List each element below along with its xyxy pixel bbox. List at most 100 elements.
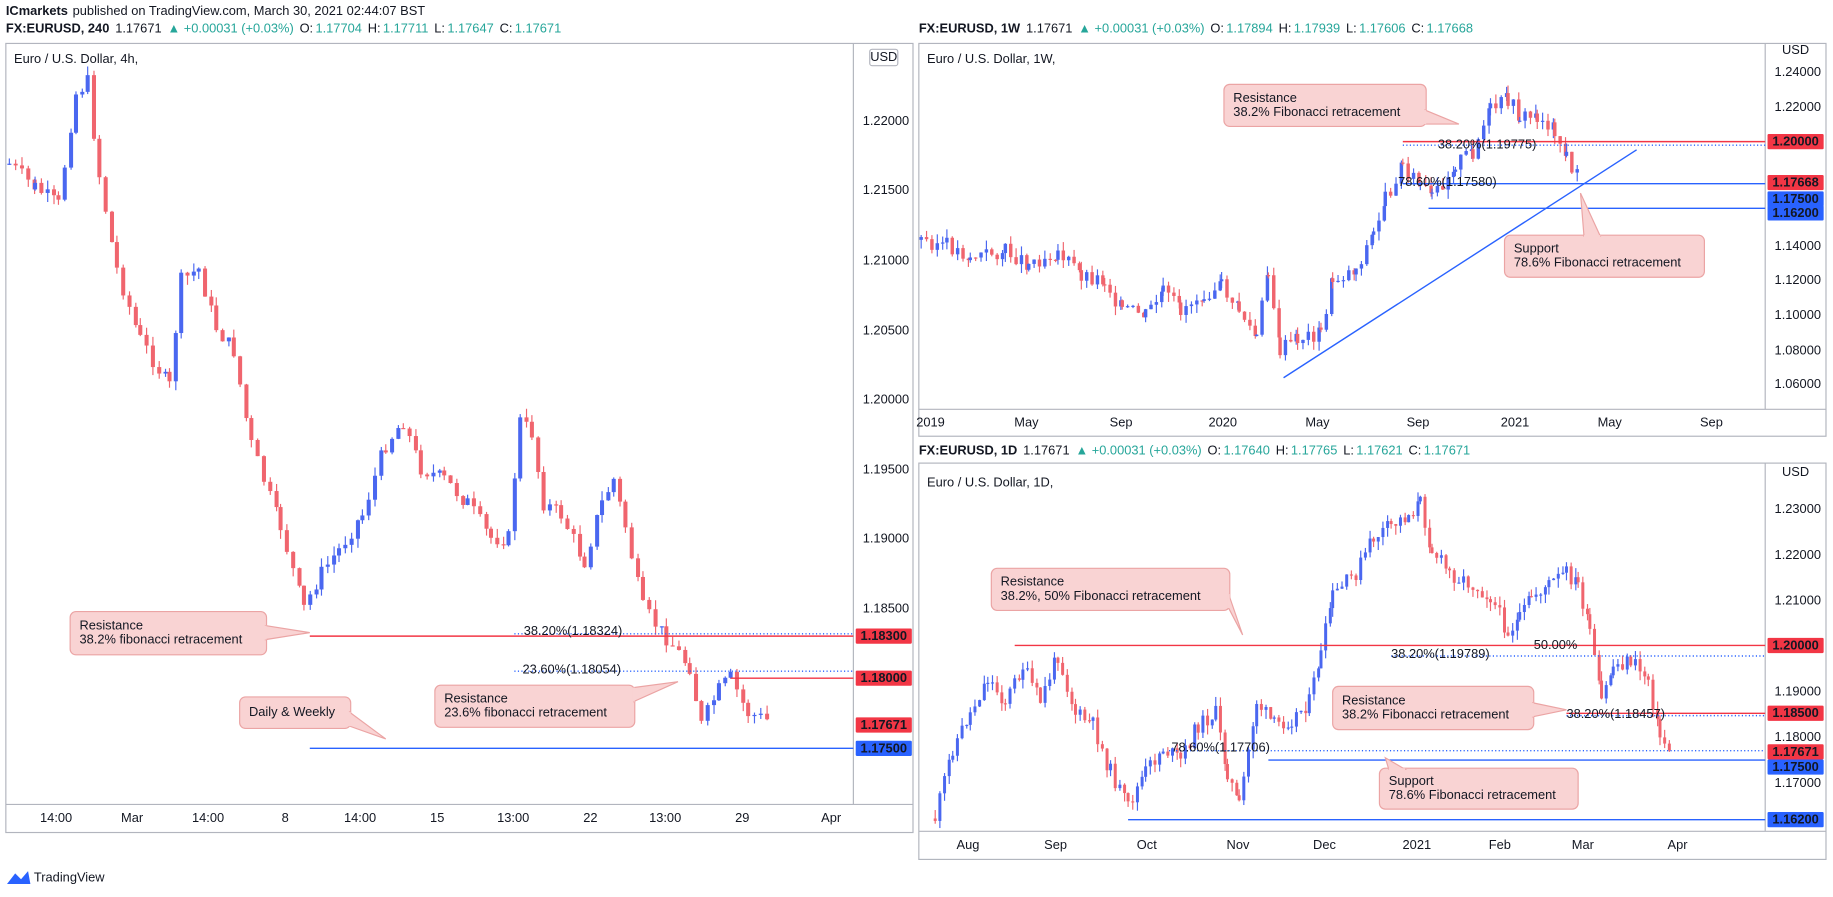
candle-body	[1656, 709, 1660, 720]
candle-body	[1416, 501, 1420, 516]
candle-body	[1480, 591, 1484, 598]
price-tag-label: 1.16200	[1772, 205, 1818, 220]
candle-body	[1154, 302, 1159, 305]
candle-body	[1077, 263, 1082, 271]
candle-body	[990, 682, 994, 684]
candle-body	[512, 478, 517, 532]
candle-body	[261, 456, 266, 482]
callout-text: 23.6% fibonacci retracement	[444, 705, 607, 720]
candle-body	[1398, 517, 1402, 526]
candle-body	[1586, 608, 1590, 615]
candle-body	[383, 450, 388, 453]
candle-body	[278, 507, 283, 531]
candle-body	[1368, 538, 1372, 553]
candle-body	[1079, 270, 1084, 281]
candle-body	[1503, 607, 1507, 633]
candle-body	[167, 371, 172, 382]
candle-body	[127, 295, 132, 307]
candle-body	[1230, 779, 1234, 783]
price-tag	[855, 670, 912, 686]
candle-body	[244, 384, 249, 419]
price-tick-label: 1.18000	[1775, 729, 1821, 744]
candle-body	[297, 568, 302, 586]
candle-body	[1304, 710, 1308, 714]
price-tag-label: 1.17500	[1772, 191, 1818, 206]
last-price: 1.17671	[1026, 21, 1072, 36]
candle-body	[982, 683, 986, 701]
candle-body	[1172, 292, 1176, 296]
price-tag	[855, 717, 912, 733]
candle-body	[1019, 255, 1024, 265]
candle-body	[1324, 313, 1329, 330]
candle-body	[618, 478, 623, 502]
candle-body	[1335, 588, 1339, 591]
candle-body	[437, 470, 442, 473]
candle-body	[1352, 270, 1356, 275]
price-tick-label: 1.20000	[863, 391, 909, 406]
candle-body	[924, 237, 929, 240]
candle-body	[1009, 243, 1013, 258]
candle-body	[69, 132, 74, 168]
candle-body	[1108, 284, 1112, 293]
candle-body	[1294, 712, 1298, 727]
candle-body	[565, 518, 570, 529]
pane-title: Euro / U.S. Dollar, 1W,	[927, 51, 1055, 66]
candle-body	[1160, 291, 1164, 303]
candle-body	[1377, 220, 1381, 232]
candle-body	[1218, 705, 1222, 733]
ohlc-label: H:	[1276, 443, 1289, 458]
candle-body	[1547, 580, 1551, 588]
candle-body	[746, 702, 751, 717]
candle-body	[1259, 703, 1263, 710]
callout-text: Resistance	[1233, 90, 1297, 105]
candle-body	[1090, 272, 1094, 285]
candle-body	[1406, 163, 1410, 179]
price-tag	[1767, 705, 1824, 721]
candle-body	[1219, 279, 1224, 282]
candle-body	[1372, 538, 1376, 542]
candle-body	[1143, 309, 1148, 318]
candle-body	[1255, 703, 1259, 727]
callout-box	[990, 567, 1231, 611]
candle-body	[979, 252, 983, 258]
candle-body	[1663, 737, 1667, 744]
candle-body	[640, 576, 645, 600]
candle-body	[611, 478, 616, 493]
candle-body	[1088, 720, 1092, 722]
candle-body	[1561, 572, 1565, 574]
candle-body	[471, 498, 476, 507]
candle-body	[578, 533, 583, 557]
candle-body	[454, 483, 459, 497]
price-tick-label: 1.14000	[1775, 238, 1821, 253]
pane-title: Euro / U.S. Dollar, 1D,	[927, 474, 1053, 489]
candle-body	[1277, 717, 1281, 722]
candle-body	[1448, 568, 1452, 571]
price-tag	[1767, 812, 1824, 828]
callout-text: 38.2% Fibonacci retracement	[1342, 706, 1509, 721]
price-tag-label: 1.18500	[1772, 705, 1818, 720]
footer-logo	[7, 871, 31, 884]
candle-body	[255, 439, 260, 457]
candle-body	[495, 537, 500, 545]
candle-body	[1135, 786, 1139, 803]
fib-label: 50.00%	[1534, 637, 1578, 652]
candle-body	[1052, 657, 1056, 680]
candle-body	[1200, 300, 1204, 302]
price-tag	[1767, 744, 1824, 760]
change: ▲ +0.00031 (+0.03%)	[167, 21, 293, 36]
candle-body	[1030, 668, 1034, 683]
candle-body	[723, 677, 728, 684]
candle-body	[541, 471, 546, 511]
candle-body	[1230, 297, 1235, 303]
candle-body	[425, 474, 430, 477]
candle-body	[955, 248, 960, 255]
candle-body	[1225, 764, 1229, 780]
candle-body	[1218, 281, 1222, 291]
candle-body	[62, 167, 67, 200]
price-tag-label: 1.16200	[1772, 812, 1818, 827]
candle-body	[1283, 339, 1288, 356]
time-tick-label: Sep	[1700, 415, 1723, 430]
candle-body	[1330, 278, 1334, 314]
candle-body	[1527, 596, 1531, 605]
candle-body	[91, 75, 97, 139]
